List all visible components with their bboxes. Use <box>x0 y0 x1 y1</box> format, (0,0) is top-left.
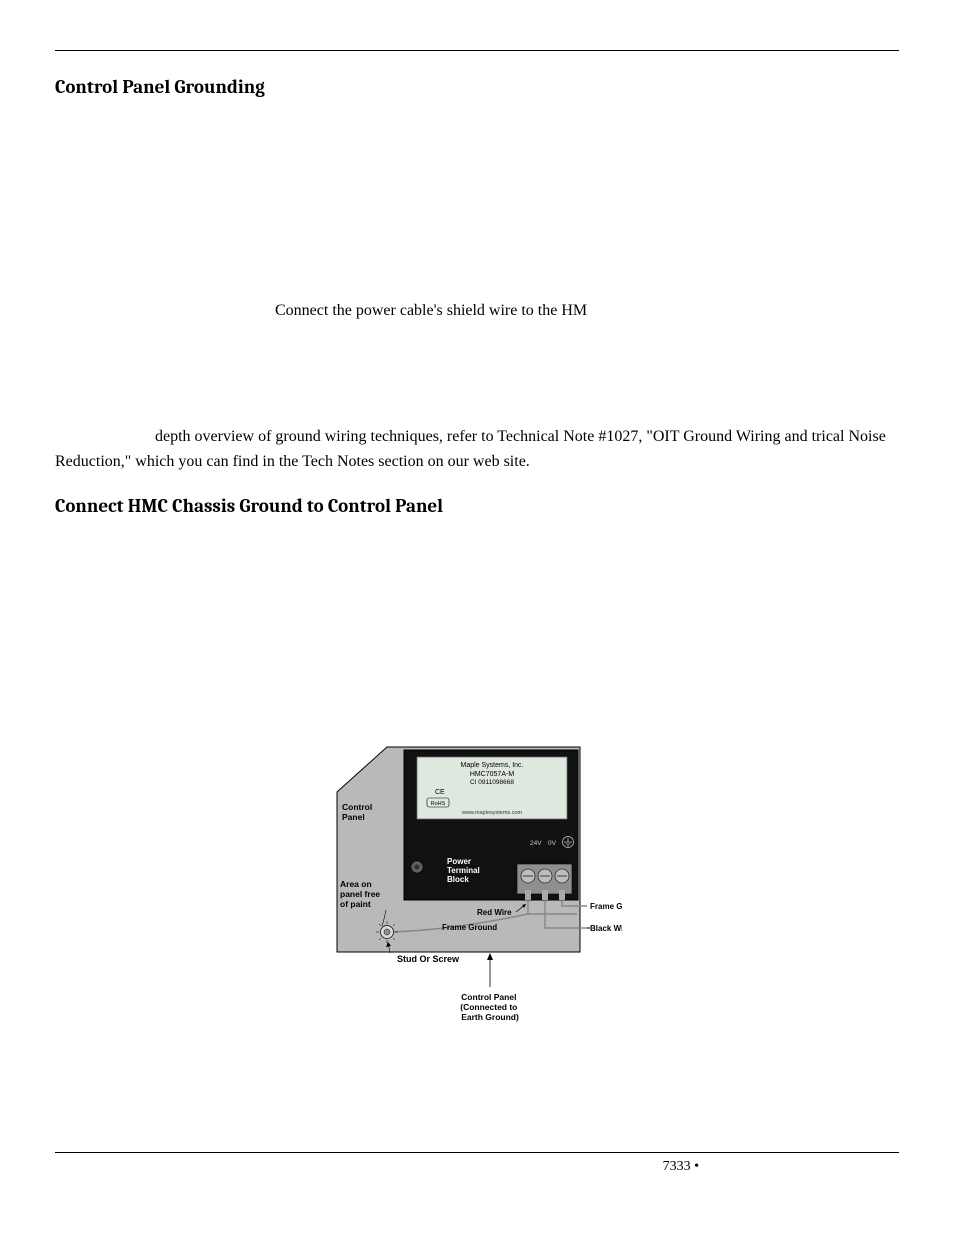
paragraph-overview: depth overview of ground wiring techniqu… <box>55 424 899 475</box>
footer-rule <box>55 1152 899 1153</box>
diagram-container: Maple Systems, Inc. HMC7057A-M CI 091109… <box>55 732 899 1042</box>
document-page: Control Panel Grounding Connect the powe… <box>0 0 954 1235</box>
label-stud: Stud Or Screw <box>397 954 460 964</box>
heading-control-panel-grounding: Control Panel Grounding <box>55 76 899 98</box>
paragraph-shield: Connect the power cable's shield wire to… <box>275 298 899 324</box>
device-label-line2: HMC7057A-M <box>470 771 515 778</box>
footer: 7333 • <box>55 1152 899 1175</box>
terminal-24v: 24V <box>530 840 542 847</box>
terminal-0v: 0V <box>548 840 557 847</box>
top-rule <box>55 50 899 51</box>
device-url: www.maplesystems.com <box>461 810 523 816</box>
label-red-wire: Red Wire <box>477 908 512 917</box>
label-frame-ground-inside: Frame Ground <box>442 923 497 932</box>
label-frame-ground-right: Frame Ground <box>590 902 622 911</box>
ce-mark: CE <box>435 789 445 796</box>
grounding-diagram: Maple Systems, Inc. HMC7057A-M CI 091109… <box>332 732 622 1042</box>
label-black-wire: Black Wire <box>590 924 622 933</box>
heading-connect-hmc: Connect HMC Chassis Ground to Control Pa… <box>55 495 899 517</box>
device-label-line1: Maple Systems, Inc. <box>460 762 523 769</box>
rohs-mark: RoHS <box>431 801 446 807</box>
device-label-line3: CI 0911098668 <box>470 779 514 786</box>
label-cp-connected: Control Panel (Connected to Earth Ground… <box>460 992 520 1022</box>
footer-text: 7333 • <box>55 1159 899 1175</box>
diagram-svg: Maple Systems, Inc. HMC7057A-M CI 091109… <box>332 732 622 1042</box>
